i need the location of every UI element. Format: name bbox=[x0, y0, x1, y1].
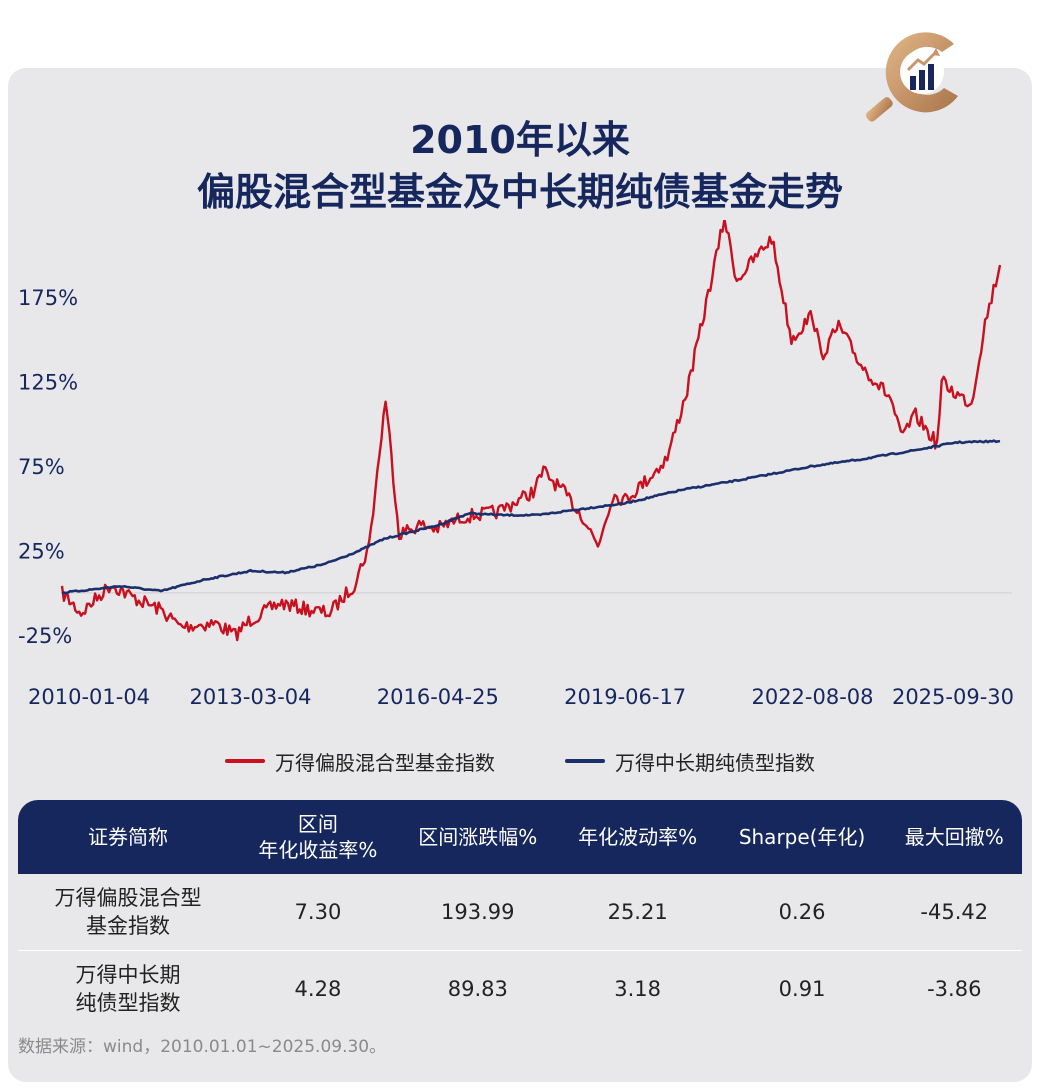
x-tick-label: 2025-09-30 bbox=[892, 685, 1014, 709]
row-name: 万得偏股混合型 基金指数 bbox=[18, 874, 238, 951]
header-name: 证券简称 bbox=[88, 825, 168, 849]
cell-volatility: 3.18 bbox=[614, 977, 662, 1001]
legend-label-equity: 万得偏股混合型基金指数 bbox=[275, 750, 495, 775]
cell-volatility: 25.21 bbox=[557, 874, 718, 951]
y-tick-label: 175% bbox=[18, 286, 78, 310]
line-chart: -25% 25% 75% 125% 175% 2010-01-04 2013-03-04 20… bbox=[18, 220, 1014, 709]
legend: 万得偏股混合型基金指数 万得中长期纯债型指数 bbox=[0, 744, 1040, 778]
cell-total-return: 89.83 bbox=[447, 977, 508, 1001]
legend-swatch-equity bbox=[225, 759, 265, 763]
x-tick-label: 2019-06-17 bbox=[564, 685, 686, 709]
cell-sharpe: 0.26 bbox=[717, 874, 887, 951]
header-sharpe: Sharpe(年化) bbox=[738, 825, 866, 849]
legend-swatch-bond bbox=[565, 759, 605, 763]
x-tick-label: 2010-01-04 bbox=[28, 685, 150, 709]
header-total-return: 区间涨跌幅% bbox=[418, 825, 538, 849]
y-tick-label: 125% bbox=[18, 371, 78, 395]
cell-total-return: 193.99 bbox=[397, 874, 558, 951]
stats-table: 证券简称 区间 年化收益率% 区间涨跌幅% 年化波动率% Sharpe(年化) 最… bbox=[18, 800, 1022, 1027]
table-header-row: 证券简称 区间 年化收益率% 区间涨跌幅% 年化波动率% Sharpe(年化) 最… bbox=[18, 800, 1022, 874]
y-tick-label: 25% bbox=[18, 540, 65, 564]
header-annual-return: 区间 年化收益率% bbox=[258, 812, 378, 862]
cell-max-drawdown: -3.86 bbox=[927, 977, 982, 1001]
row-name: 万得中长期 纯债型指数 bbox=[75, 963, 181, 1015]
cell-sharpe: 0.91 bbox=[778, 977, 826, 1001]
y-tick-label: -25% bbox=[18, 624, 72, 648]
legend-label-bond: 万得中长期纯债型指数 bbox=[615, 750, 815, 775]
table-row: 万得中长期 纯债型指数 4.28 89.83 3.18 0.91 -3.86 bbox=[18, 951, 1022, 1028]
x-tick-label: 2022-08-08 bbox=[751, 685, 873, 709]
cell-max-drawdown: -45.42 bbox=[886, 874, 1022, 951]
legend-item-equity: 万得偏股混合型基金指数 bbox=[225, 747, 495, 776]
data-source-note: 数据来源：wind，2010.01.01~2025.09.30。 bbox=[18, 1037, 387, 1057]
cell-annual-return: 7.30 bbox=[238, 874, 398, 951]
cell-annual-return: 4.28 bbox=[294, 977, 342, 1001]
x-tick-label: 2016-04-25 bbox=[377, 685, 499, 709]
title-line-1: 2010年以来 bbox=[410, 118, 630, 162]
header-max-drawdown: 最大回撤% bbox=[904, 825, 1004, 849]
header-volatility: 年化波动率% bbox=[578, 825, 698, 849]
logo-magnifier-chart-icon bbox=[865, 32, 958, 122]
series-line-equity-fund bbox=[60, 220, 1002, 642]
y-tick-label: 75% bbox=[18, 455, 65, 479]
title-line-2: 偏股混合型基金及中长期纯债基金走势 bbox=[196, 170, 843, 214]
series-line-bond-fund bbox=[61, 439, 1001, 595]
x-tick-label: 2013-03-04 bbox=[189, 685, 311, 709]
table-row: 万得偏股混合型 基金指数 7.30 193.99 25.21 0.26 -45.4… bbox=[18, 874, 1022, 951]
legend-item-bond: 万得中长期纯债型指数 bbox=[565, 747, 815, 776]
chart-title: 2010年以来 偏股混合型基金及中长期纯债基金走势 bbox=[0, 114, 1040, 218]
